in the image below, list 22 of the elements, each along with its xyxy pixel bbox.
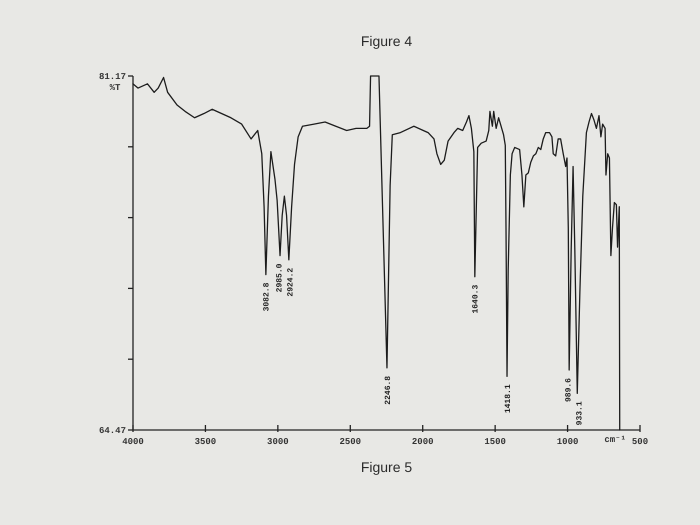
annotation: 2246.8 [384,376,393,405]
y-tick-label: 81.17 [98,72,126,82]
annotation: 933.1 [576,401,585,426]
x-tick-label: 500 [632,437,648,447]
x-axis-title: cm⁻¹ [604,435,626,445]
annotation: 1640.3 [472,284,481,314]
caption: Figure 5 [360,459,412,475]
y-axis-title: %T [110,83,121,93]
x-tick-label: 3000 [267,437,289,447]
chart-title: Figure 4 [360,33,412,49]
x-tick-label: 2500 [339,437,362,447]
annotation: 1418.1 [504,384,513,414]
x-tick-label: 1500 [484,437,506,447]
annotation: 3082.8 [262,282,272,312]
annotation: 989.6 [564,378,574,402]
x-tick-label: 3500 [194,437,216,447]
x-tick-label: 4000 [122,437,144,447]
annotation: 2985.0 [276,263,285,292]
x-tick-label: 2000 [412,437,434,447]
y-tick-label: 64.47 [98,426,126,436]
x-tick-label: 1000 [556,437,578,447]
annotation: 2924.2 [286,268,296,297]
